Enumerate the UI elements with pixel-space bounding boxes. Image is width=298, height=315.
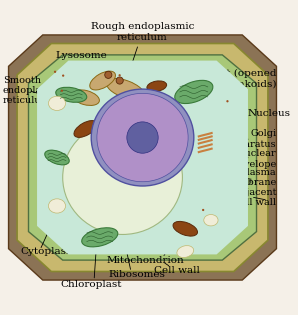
Ellipse shape	[82, 228, 118, 247]
Text: Rough endoplasmic
reticulum: Rough endoplasmic reticulum	[91, 22, 194, 81]
Ellipse shape	[62, 74, 64, 77]
Ellipse shape	[105, 71, 112, 78]
Ellipse shape	[72, 90, 100, 106]
Ellipse shape	[74, 121, 97, 137]
Polygon shape	[37, 60, 248, 255]
Ellipse shape	[106, 78, 145, 100]
Text: Ribosomes: Ribosomes	[108, 270, 165, 279]
Ellipse shape	[63, 120, 182, 234]
Text: Nucleus: Nucleus	[182, 109, 291, 123]
Ellipse shape	[49, 199, 66, 213]
Ellipse shape	[91, 89, 194, 186]
Ellipse shape	[90, 71, 115, 90]
Ellipse shape	[204, 215, 218, 226]
Ellipse shape	[173, 221, 198, 236]
Ellipse shape	[45, 150, 69, 165]
Ellipse shape	[97, 93, 188, 182]
Ellipse shape	[54, 71, 56, 73]
Ellipse shape	[56, 87, 87, 102]
Ellipse shape	[226, 100, 229, 102]
Text: Golgi
apparatus: Golgi apparatus	[227, 129, 277, 149]
Text: Adjacent
cell wall: Adjacent cell wall	[233, 188, 277, 207]
Polygon shape	[29, 55, 257, 260]
Text: Nuclear
envelope: Nuclear envelope	[232, 149, 277, 169]
Polygon shape	[9, 35, 277, 280]
Ellipse shape	[61, 89, 63, 92]
Text: Mitochondrion: Mitochondrion	[106, 255, 184, 265]
Text: Smooth
endoplasmic
reticulum: Smooth endoplasmic reticulum	[3, 76, 65, 106]
Text: Plasma
membrane: Plasma membrane	[223, 168, 277, 187]
Ellipse shape	[116, 77, 123, 84]
Polygon shape	[17, 43, 268, 272]
Text: Chloroplast (opened
to show thylakoids): Chloroplast (opened to show thylakoids)	[169, 69, 277, 89]
Ellipse shape	[177, 246, 194, 257]
Text: Lysosome: Lysosome	[55, 51, 108, 73]
Ellipse shape	[127, 122, 158, 153]
Text: Chloroplast: Chloroplast	[60, 280, 122, 289]
Ellipse shape	[147, 81, 167, 92]
Text: Cell wall: Cell wall	[154, 266, 200, 275]
Ellipse shape	[49, 96, 66, 111]
Ellipse shape	[175, 80, 213, 104]
Text: Cytoplasm: Cytoplasm	[20, 247, 76, 256]
Ellipse shape	[202, 209, 204, 211]
Ellipse shape	[119, 74, 121, 77]
